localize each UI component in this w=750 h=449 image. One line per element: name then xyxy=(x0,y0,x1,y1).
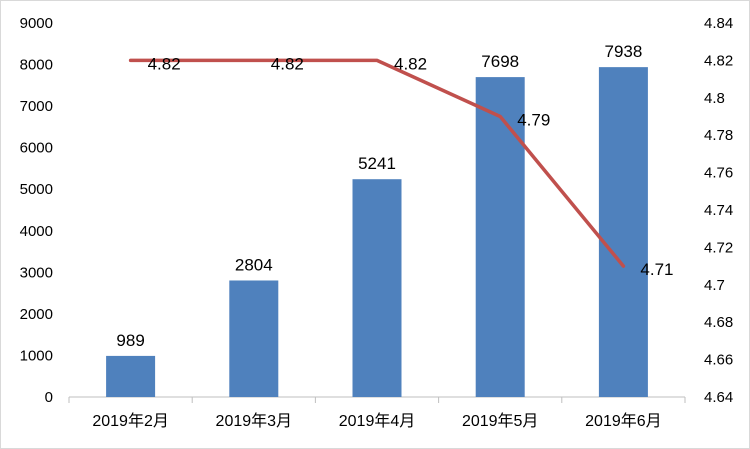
y-right-tick-label: 4.66 xyxy=(704,352,733,369)
bar-data-label: 2804 xyxy=(235,255,273,274)
y-right-tick-label: 4.7 xyxy=(704,277,725,294)
y-left-tick-label: 1000 xyxy=(20,347,53,364)
bar-data-label: 5241 xyxy=(358,154,396,173)
y-right-tick-label: 4.72 xyxy=(704,239,733,256)
x-tick-label: 2019年3月 xyxy=(216,412,293,430)
y-left-tick-label: 7000 xyxy=(20,98,53,115)
y-left-tick-label: 9000 xyxy=(20,15,53,32)
y-right-tick-label: 4.68 xyxy=(704,314,733,331)
x-tick-label: 2019年2月 xyxy=(92,412,169,430)
y-right-tick-label: 4.78 xyxy=(704,127,733,144)
line-data-label: 4.82 xyxy=(148,54,181,73)
x-tick-label: 2019年4月 xyxy=(339,412,416,430)
bar xyxy=(106,355,156,397)
y-right-tick-label: 4.82 xyxy=(704,52,733,69)
y-right-tick-label: 4.8 xyxy=(704,90,725,107)
y-right-tick-label: 4.76 xyxy=(704,165,733,182)
bar xyxy=(598,67,648,397)
line-layer xyxy=(128,58,626,268)
y-left-tick-label: 3000 xyxy=(20,264,53,281)
y-left-tick-label: 5000 xyxy=(20,181,53,198)
y-left-tick-label: 4000 xyxy=(20,223,53,240)
axes-layer: 2019年2月 2019年3月 2019年4月 2019年5月 2019年6月 0 1000… xyxy=(20,15,734,430)
y-right-tick-label: 4.84 xyxy=(704,15,733,32)
labels-layer: 989 2804 5241 7698 7938 4.82 4.82 4.82 4.79 4.71 xyxy=(116,42,673,350)
line-series xyxy=(128,58,626,268)
bar-data-label: 989 xyxy=(116,331,144,350)
y-right-tick-label: 4.64 xyxy=(704,389,733,406)
x-tick-label: 2019年5月 xyxy=(462,412,539,430)
y-left-tick-label: 0 xyxy=(45,389,53,406)
bar-data-label: 7938 xyxy=(604,42,642,61)
bar xyxy=(475,77,525,397)
bar xyxy=(229,280,279,397)
y-right-tick-label: 4.74 xyxy=(704,202,733,219)
line-data-label: 4.71 xyxy=(640,260,673,279)
line-data-label: 4.82 xyxy=(271,54,304,73)
y-left-tick-label: 2000 xyxy=(20,306,53,323)
bar xyxy=(352,179,402,397)
y-left-tick-label: 6000 xyxy=(20,140,53,157)
bars-layer xyxy=(106,67,648,397)
x-tick-label: 2019年6月 xyxy=(585,412,662,430)
bar-data-label: 7698 xyxy=(481,52,519,71)
line-data-label: 4.82 xyxy=(394,54,427,73)
line-data-label: 4.79 xyxy=(517,111,550,130)
y-left-tick-label: 8000 xyxy=(20,57,53,74)
